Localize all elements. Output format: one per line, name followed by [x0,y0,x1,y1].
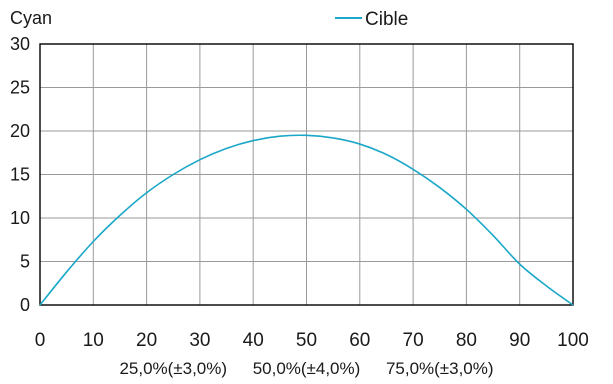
series-line-cible [39,134,574,306]
y-tick-label-5: 5 [20,252,30,272]
x-tick-label-60: 60 [349,330,370,351]
annotation-3: 75,0%(±3,0%) [386,359,494,378]
y-tick-label-0: 0 [20,295,30,315]
x-tick-label-10: 10 [83,330,104,351]
y-tick-label-25: 25 [10,78,30,98]
x-tick-label-80: 80 [456,330,477,351]
x-tick-label-20: 20 [136,330,157,351]
x-tick-label-50: 50 [296,330,317,351]
y-tick-label-15: 15 [10,165,30,185]
legend: Cible [335,9,408,30]
y-tick-label-20: 20 [10,121,30,141]
series-group [39,134,574,306]
x-tick-labels: 0 10 20 30 40 50 60 70 80 90 100 [35,330,589,351]
y-tick-label-30: 30 [10,34,30,54]
y-axis-label: Cyan [10,8,52,28]
x-tick-label-70: 70 [403,330,424,351]
x-tick-label-30: 30 [189,330,210,351]
x-tick-label-100: 100 [557,330,589,351]
plot-border [39,43,574,306]
annotation-2: 50,0%(±4,0%) [253,359,361,378]
annotations: 25,0%(±3,0%) 50,0%(±4,0%) 75,0%(±3,0%) [119,359,493,378]
y-tick-labels: 0 5 10 15 20 25 30 [10,34,30,315]
legend-label-cible: Cible [365,9,408,30]
x-tick-label-90: 90 [509,330,530,351]
grid [40,44,573,305]
annotation-1: 25,0%(±3,0%) [119,359,227,378]
x-tick-label-0: 0 [35,330,46,351]
plot-frame [39,43,574,306]
y-tick-label-10: 10 [10,208,30,228]
x-tick-label-40: 40 [243,330,264,351]
